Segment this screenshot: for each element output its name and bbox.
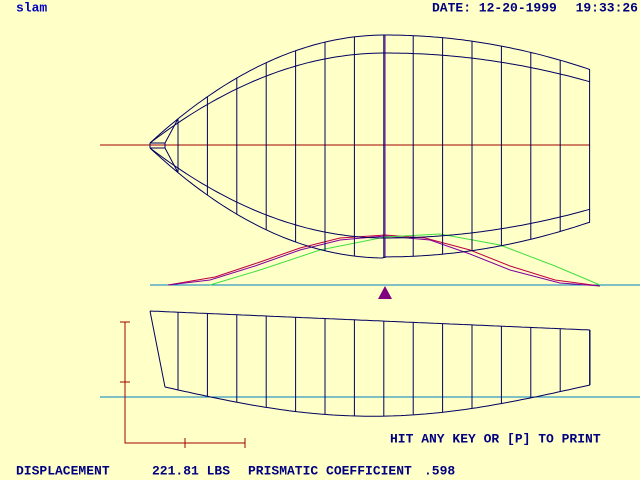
hull-outline [149,147,591,239]
center-marker [378,286,392,299]
hull-outline [149,118,179,173]
time: 19:33:26 [576,0,639,15]
hull-outline [149,34,591,144]
profile-outline [149,310,591,417]
area-curve-3 [209,233,601,286]
displacement-label: DISPLACEMENT [16,463,110,478]
area-curve-2 [167,235,601,287]
hull-drawing [100,34,640,448]
file-name: slam [16,0,47,15]
prompt: HIT ANY KEY OR [P] TO PRINT [390,431,601,446]
scale-axes [120,321,246,448]
hull-outline [149,147,591,259]
displacement-value: 221.81 LBS [152,463,230,478]
prismatic-label: PRISMATIC COEFFICIENT [248,463,412,478]
hull-outline [149,52,591,144]
area-curve [167,234,601,287]
prismatic-value: .598 [424,463,455,478]
date: DATE: 12-20-1999 [432,0,557,15]
